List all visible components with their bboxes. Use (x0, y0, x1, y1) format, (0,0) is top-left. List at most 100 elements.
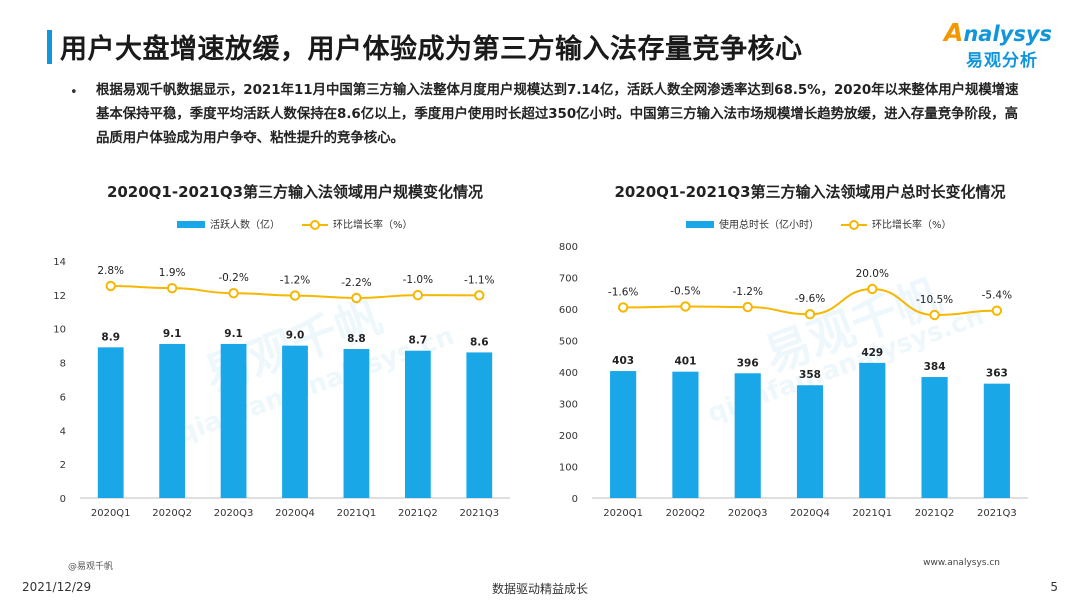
chart-1-title: 2020Q1-2021Q3第三方输入法领域用户规模变化情况 (106, 183, 484, 201)
legend-bar-swatch (177, 221, 205, 228)
y-tick-label: 4 (60, 426, 66, 437)
logo-wordmark-initial: A (944, 18, 964, 47)
growth-rate-point (742, 301, 753, 313)
chart-2-title: 2020Q1-2021Q3第三方输入法领域用户总时长变化情况 (614, 183, 1006, 201)
growth-rate-point (166, 282, 178, 294)
bar (610, 371, 637, 498)
bar (343, 349, 370, 498)
bar (466, 352, 493, 498)
growth-rate-label: -0.5% (670, 285, 700, 297)
bar (859, 362, 886, 498)
logo-chinese-name: 易观分析 (966, 51, 1038, 71)
growth-rate-label: -5.4% (982, 290, 1012, 302)
bar (220, 343, 247, 498)
x-tick-label: 2020Q4 (790, 508, 830, 519)
y-tick-label: 600 (559, 305, 578, 316)
growth-rate-label: 20.0% (856, 268, 889, 280)
bar (404, 350, 431, 498)
growth-rate-label: -2.2% (341, 277, 371, 289)
source-note: @易观千帆 (68, 562, 114, 572)
bar-value-label: 9.1 (163, 328, 182, 340)
bar-value-label: 8.7 (409, 335, 428, 347)
bar (983, 383, 1010, 498)
legend-line-label: 环比增长率（%） (333, 218, 413, 231)
growth-rate-label: 2.8% (97, 265, 124, 277)
website-url[interactable]: www.analysys.cn (923, 558, 1000, 568)
x-tick-label: 2021Q3 (977, 508, 1017, 519)
y-tick-label: 0 (572, 494, 578, 505)
y-tick-label: 6 (60, 392, 66, 403)
chart-1-user-scale: 活跃人数（亿） 环比增长率（%） 0 2 4 6 8 10 12 14 8.9 2020Q1 9.1 20… (53, 218, 510, 519)
legend-line-marker (849, 220, 859, 230)
bar (159, 343, 186, 498)
y-tick-label: 14 (53, 257, 66, 268)
bar-value-label: 358 (799, 369, 821, 381)
bar-value-label: 403 (612, 355, 634, 367)
logo-wordmark: Analysys (944, 18, 1052, 47)
y-tick-label: 8 (60, 359, 66, 370)
growth-rate-point (680, 301, 691, 312)
growth-rate-point (867, 283, 878, 295)
growth-rate-point (289, 290, 301, 301)
growth-rate-label: -1.0% (403, 274, 433, 286)
x-tick-label: 2021Q1 (337, 508, 377, 519)
y-tick-label: 10 (53, 325, 66, 336)
growth-rate-label: -1.1% (464, 274, 494, 286)
report-date: 2021/12/29 (22, 580, 92, 594)
bar-value-label: 8.9 (101, 331, 120, 343)
growth-rate-label: -9.6% (795, 293, 825, 305)
bar (734, 373, 761, 498)
growth-rate-label: -1.2% (280, 275, 310, 287)
legend-bar-label: 活跃人数（亿） (210, 218, 280, 231)
growth-rate-point (474, 290, 485, 301)
bar (97, 347, 124, 498)
bullet-icon: • (70, 85, 78, 100)
analysys-logo: Analysys 易观分析 (944, 18, 1054, 71)
x-tick-label: 2021Q3 (459, 508, 499, 519)
growth-rate-label: -1.6% (608, 286, 638, 298)
summary-paragraph: 根据易观千帆数据显示，2021年11月中国第三方输入法整体月度用户规模达到7.1… (96, 83, 1019, 146)
bar-value-label: 429 (861, 347, 883, 359)
growth-rate-label: 1.9% (159, 267, 186, 279)
bar-value-label: 401 (674, 356, 696, 368)
page-title: 用户大盘增速放缓，用户体验成为第三方输入法存量竞争核心 (60, 34, 803, 65)
legend-bar-label: 使用总时长（亿小时） (719, 218, 819, 231)
legend-line-marker (310, 220, 320, 230)
x-tick-label: 2020Q4 (275, 508, 315, 519)
y-tick-label: 800 (559, 242, 578, 253)
x-tick-label: 2020Q2 (666, 508, 706, 519)
bar-value-label: 9.0 (286, 330, 305, 342)
bar (282, 345, 308, 498)
bar (921, 377, 948, 498)
x-tick-label: 2020Q1 (91, 508, 131, 519)
legend-bar-swatch (686, 221, 714, 228)
y-tick-label: 700 (559, 274, 578, 285)
y-tick-label: 400 (559, 368, 578, 379)
y-tick-label: 2 (60, 460, 66, 471)
growth-rate-point (351, 292, 362, 304)
page-number: 5 (1050, 580, 1058, 594)
bar (796, 385, 824, 498)
x-tick-label: 2021Q1 (852, 508, 892, 519)
x-tick-label: 2020Q3 (214, 508, 254, 519)
x-tick-label: 2020Q3 (728, 508, 768, 519)
x-tick-label: 2020Q2 (152, 508, 192, 519)
bar-value-label: 396 (737, 357, 759, 369)
growth-rate-point (228, 288, 239, 299)
y-tick-label: 0 (60, 494, 66, 505)
y-tick-label: 12 (53, 291, 66, 302)
growth-rate-label: -10.5% (916, 294, 953, 306)
logo-wordmark-rest: nalysys (963, 22, 1053, 46)
legend-line-label: 环比增长率（%） (872, 218, 952, 231)
growth-rate-point (105, 280, 116, 292)
growth-rate-point (991, 305, 1003, 316)
growth-rate-point (617, 302, 629, 313)
growth-rate-label: -1.2% (732, 286, 762, 298)
growth-rate-point (804, 309, 816, 320)
bar-value-label: 8.8 (347, 333, 366, 345)
x-tick-label: 2021Q2 (915, 508, 955, 519)
bar-value-label: 8.6 (470, 336, 489, 348)
footer-slogan: 数据驱动精益成长 (491, 582, 588, 596)
y-tick-label: 500 (559, 337, 578, 348)
growth-rate-label: -0.2% (218, 272, 248, 284)
